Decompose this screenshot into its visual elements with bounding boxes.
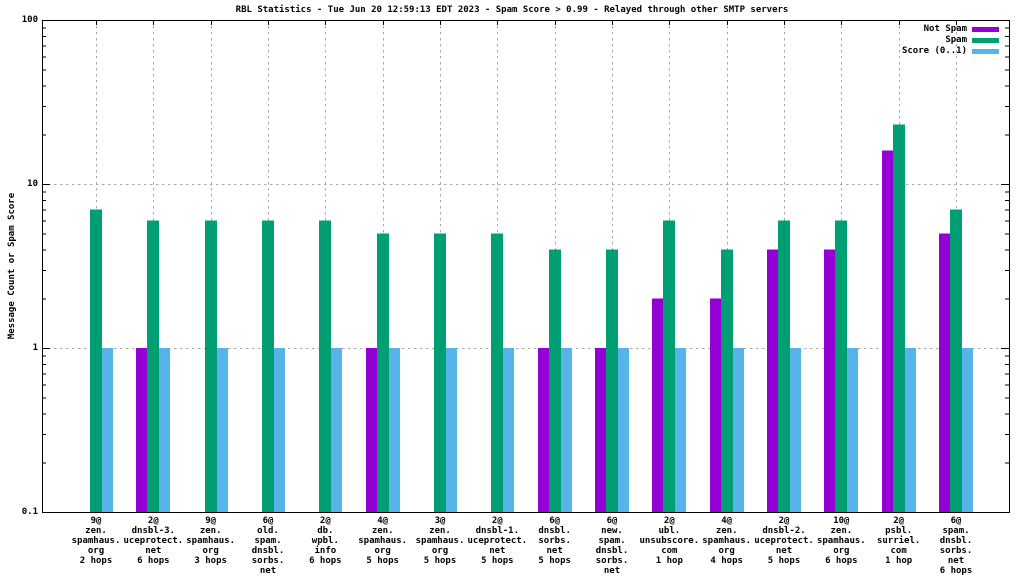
bar-score-0-1: [102, 348, 113, 512]
bar-spam: [606, 249, 618, 513]
x-axis-label: 2@ db. wpbl. info 6 hops: [309, 516, 342, 566]
x-axis-label: 2@ dnsbl-3. uceprotect. net 6 hops: [123, 516, 184, 566]
y-tick-label: 1: [32, 343, 38, 353]
bar-score-0-1: [159, 348, 170, 512]
bar-not-spam: [538, 348, 549, 512]
y-tick-label: 0.1: [21, 507, 38, 517]
bar-not-spam: [824, 249, 835, 513]
legend-swatch-score: [972, 49, 999, 54]
legend-label: Spam: [945, 35, 967, 45]
legend-swatch-spam: [972, 38, 999, 43]
bar-spam: [893, 124, 905, 512]
legend-label: Not Spam: [923, 24, 967, 34]
x-axis-label: 6@ new. spam. dnsbl. sorbs. net 5 hops: [595, 516, 629, 576]
bar-score-0-1: [561, 348, 572, 512]
bar-score-0-1: [962, 348, 973, 512]
legend-label: Score (0..1): [901, 46, 967, 56]
bar-spam: [778, 220, 790, 513]
x-axis-label: 10@ zen. spamhaus. org 6 hops: [816, 516, 866, 566]
bar-score-0-1: [618, 348, 629, 512]
bar-spam: [721, 249, 733, 513]
x-axis-label: 4@ zen. spamhaus. org 4 hops: [702, 516, 752, 566]
bar-score-0-1: [790, 348, 801, 512]
bar-score-0-1: [675, 348, 686, 512]
x-axis-label: 6@ old. spam. dnsbl. sorbs. net 6 hops: [251, 516, 285, 576]
x-axis-label: 3@ zen. spamhaus. org 5 hops: [415, 516, 465, 566]
bar-spam: [205, 220, 217, 513]
bar-spam: [377, 233, 389, 513]
bar-spam: [434, 233, 446, 513]
bar-spam: [950, 209, 962, 512]
bar-not-spam: [767, 249, 778, 513]
chart-title: RBL Statistics - Tue Jun 20 12:59:13 EDT…: [235, 5, 789, 15]
legend-swatch-not-spam: [972, 27, 999, 32]
bar-spam: [549, 249, 561, 513]
bar-spam: [663, 220, 675, 513]
bar-score-0-1: [905, 348, 916, 512]
bar-score-0-1: [503, 348, 514, 512]
bar-spam: [319, 220, 331, 513]
bar-score-0-1: [389, 348, 400, 512]
bar-not-spam: [366, 348, 377, 512]
bar-not-spam: [652, 298, 663, 512]
bar-not-spam: [882, 150, 893, 512]
x-axis-label: 2@ psbl. surriel. com 1 hop: [876, 516, 921, 566]
x-axis-label: 6@ spam. dnsbl. sorbs. net 6 hops: [939, 516, 973, 576]
x-axis-label: 9@ zen. spamhaus. org 2 hops: [71, 516, 121, 566]
x-axis-label: 4@ zen. spamhaus. org 5 hops: [358, 516, 408, 566]
bar-score-0-1: [331, 348, 342, 512]
legend-item-spam: Spam: [902, 35, 999, 46]
bar-spam: [835, 220, 847, 513]
x-axis-label: 9@ zen. spamhaus. org 3 hops: [186, 516, 236, 566]
y-tick-label: 100: [21, 15, 38, 25]
plot-border: [42, 20, 1010, 513]
legend-item-score: Score (0..1): [902, 46, 999, 57]
legend-item-not-spam: Not Spam: [902, 24, 999, 35]
y-tick-label: 10: [27, 179, 38, 189]
bar-not-spam: [710, 298, 721, 512]
bar-score-0-1: [217, 348, 228, 512]
x-axis-label: 2@ ubl. unsubscore. com 1 hop: [639, 516, 700, 566]
bar-not-spam: [136, 348, 147, 512]
bar-score-0-1: [847, 348, 858, 512]
x-axis-label: 2@ dnsbl-1. uceprotect. net 5 hops: [467, 516, 528, 566]
x-axis-label: 6@ dnsbl. sorbs. net 5 hops: [538, 516, 571, 566]
x-axis-label: 2@ dnsbl-2. uceprotect. net 5 hops: [754, 516, 814, 566]
legend: Not Spam Spam Score (0..1): [902, 24, 999, 57]
bar-score-0-1: [733, 348, 744, 512]
bar-spam: [90, 209, 102, 512]
bar-score-0-1: [274, 348, 285, 512]
bar-not-spam: [939, 233, 950, 513]
bar-not-spam: [595, 348, 606, 512]
bar-spam: [147, 220, 159, 513]
bar-spam: [262, 220, 274, 513]
bar-score-0-1: [446, 348, 457, 512]
bar-spam: [491, 233, 503, 513]
